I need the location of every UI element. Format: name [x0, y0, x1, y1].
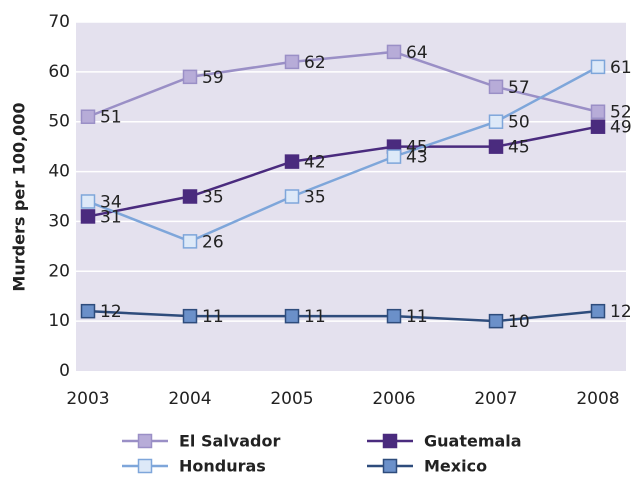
data-marker — [80, 209, 96, 224]
data-label: 51 — [100, 108, 122, 128]
legend-marker — [137, 458, 153, 474]
legend-marker — [382, 433, 398, 449]
data-label: 11 — [304, 307, 326, 327]
data-label: 10 — [508, 312, 530, 332]
data-label: 43 — [406, 148, 428, 168]
data-label: 12 — [610, 302, 632, 322]
x-tick-label: 2007 — [474, 389, 517, 409]
data-label: 31 — [100, 207, 122, 227]
data-label: 26 — [202, 232, 224, 252]
legend-text: Mexico — [424, 457, 487, 476]
legend-text: Honduras — [179, 457, 266, 476]
data-label: 42 — [304, 153, 326, 173]
data-label: 35 — [304, 188, 326, 208]
legend-marker — [382, 458, 398, 474]
x-tick-label: 2006 — [372, 389, 415, 409]
x-tick-label: 2005 — [270, 389, 313, 409]
data-marker — [80, 194, 96, 209]
data-marker — [488, 114, 504, 129]
data-marker — [182, 189, 198, 204]
series-line — [87, 309, 599, 323]
data-marker — [488, 79, 504, 95]
y-tick-label: 0 — [59, 361, 70, 381]
legend-marker — [137, 433, 153, 449]
data-marker — [182, 308, 198, 324]
legend-text: El Salvador — [179, 432, 280, 451]
series-line — [87, 125, 599, 218]
data-marker — [284, 154, 300, 169]
data-label: 49 — [610, 118, 632, 138]
data-marker — [80, 303, 96, 319]
data-marker — [386, 308, 402, 324]
plot-background — [76, 22, 626, 371]
data-label: 11 — [202, 307, 224, 327]
data-label: 11 — [406, 307, 428, 327]
x-tick-label: 2003 — [66, 389, 109, 409]
data-label: 34 — [100, 192, 122, 212]
x-tick-label: 2004 — [168, 389, 211, 409]
data-marker — [488, 313, 504, 329]
data-label: 50 — [508, 113, 530, 133]
legend-text: Guatemala — [424, 432, 522, 451]
data-label: 59 — [202, 68, 224, 88]
y-tick-label: 20 — [48, 261, 70, 281]
data-label: 57 — [508, 78, 530, 98]
data-marker — [80, 109, 96, 124]
y-tick-label: 70 — [48, 12, 70, 32]
series-line — [87, 65, 599, 243]
data-marker — [590, 119, 606, 134]
data-marker — [284, 308, 300, 324]
y-tick-label: 30 — [48, 211, 70, 231]
data-label: 35 — [202, 188, 224, 208]
y-tick-label: 60 — [48, 62, 70, 82]
data-label: 45 — [508, 138, 530, 158]
data-marker — [284, 54, 300, 70]
y-tick-label: 40 — [48, 162, 70, 182]
y-tick-label: 50 — [48, 112, 70, 132]
data-marker — [182, 234, 198, 249]
data-marker — [284, 189, 300, 204]
data-label: 45 — [406, 138, 428, 158]
data-marker — [590, 104, 606, 119]
y-axis-title: Murders per 100,000 — [10, 102, 29, 291]
data-label: 64 — [406, 43, 428, 63]
data-marker — [386, 44, 402, 60]
data-marker — [386, 149, 402, 164]
series-line — [87, 50, 599, 118]
y-tick-label: 10 — [48, 311, 70, 331]
data-marker — [488, 139, 504, 154]
data-label: 61 — [610, 58, 632, 78]
x-tick-label: 2008 — [576, 389, 619, 409]
data-label: 12 — [100, 302, 122, 322]
data-marker — [182, 69, 198, 85]
data-marker — [590, 59, 606, 75]
data-label: 52 — [610, 103, 632, 123]
data-label: 62 — [304, 53, 326, 73]
data-marker — [590, 303, 606, 319]
